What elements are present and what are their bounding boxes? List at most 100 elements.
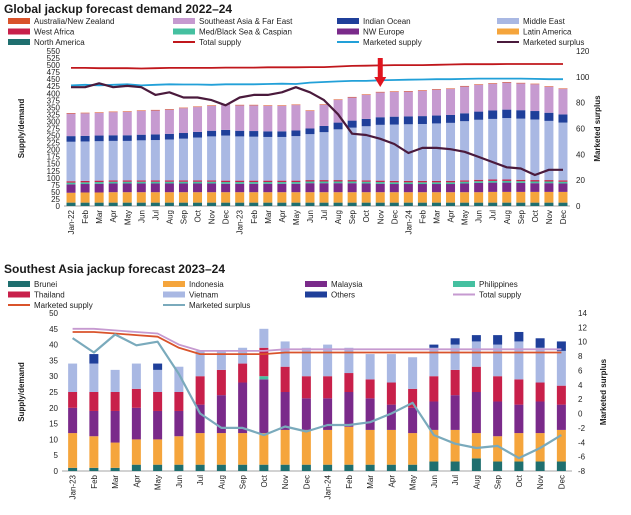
bar-segment (544, 181, 554, 184)
x-tick-label: Oct (362, 209, 371, 222)
y-tick-label: 15 (49, 420, 58, 429)
legend-label: Australia/New Zealand (34, 17, 114, 26)
bar-segment (193, 106, 203, 108)
legend-label: Thailand (34, 291, 65, 300)
bar-segment (319, 181, 329, 184)
bar-segment (153, 392, 163, 411)
bar-segment (291, 136, 301, 181)
bar-segment (305, 134, 315, 181)
bar-segment (291, 183, 301, 193)
bar-segment (238, 464, 248, 471)
bar-segment (389, 91, 399, 92)
bar-segment (178, 108, 188, 134)
x-tick-label: Feb (81, 209, 90, 223)
bar-segment (474, 182, 484, 193)
bar-segment (333, 183, 343, 193)
bar-segment (556, 429, 566, 462)
bar-segment (493, 401, 503, 437)
x-tick-label: Feb (90, 474, 99, 488)
bar-segment (323, 398, 333, 430)
bar-segment (488, 110, 498, 119)
x-tick-label: Dec (390, 210, 399, 224)
y-tick-label: 525 (47, 54, 61, 63)
bar-segment (375, 124, 385, 181)
bar-segment (488, 191, 498, 203)
x-tick-label: Jan-23 (69, 474, 78, 499)
bar-segment (347, 192, 357, 203)
bar-segment (502, 180, 512, 183)
y-tick-label: 35 (49, 356, 58, 365)
bar-segment (291, 105, 301, 131)
bar-segment (389, 91, 399, 117)
bar-segment (150, 202, 160, 206)
y-tick-label: 50 (51, 188, 60, 197)
y-tick-label: 175 (47, 153, 61, 162)
bar-segment (291, 104, 301, 106)
y-tick-label: 45 (49, 325, 58, 334)
bar-segment (235, 202, 245, 206)
bar-segment (556, 461, 566, 471)
bar-segment (207, 183, 217, 193)
bar-segment (530, 202, 540, 206)
bar-segment (403, 91, 413, 92)
bar-segment (417, 192, 427, 203)
bar-segment (94, 112, 104, 113)
bar-segment (193, 107, 203, 132)
bar-segment (446, 122, 456, 181)
bar-segment (530, 181, 540, 184)
x-tick-label: Aug (334, 210, 343, 224)
bar-segment (431, 115, 441, 124)
bar-segment (94, 113, 104, 136)
x-tick-label: Apr (278, 210, 287, 223)
y-tick-label: 375 (47, 96, 61, 105)
bar-segment (319, 202, 329, 206)
y-tick-label: 350 (47, 103, 61, 112)
bar-segment (347, 202, 357, 206)
y-tick-label: 150 (47, 160, 61, 169)
bar-segment (66, 192, 76, 203)
bar-segment (408, 433, 418, 465)
bar-segment (277, 105, 287, 132)
bar-segment (493, 436, 503, 462)
bar-segment (249, 131, 259, 137)
bar-segment (403, 184, 413, 193)
bar-segment (235, 136, 245, 181)
bar-segment (544, 86, 554, 113)
bar-segment (417, 180, 427, 183)
bar-segment (347, 180, 357, 182)
bar-segment (291, 180, 301, 183)
bar-segment (122, 181, 132, 184)
y-tick-label: 40 (49, 341, 58, 350)
bar-segment (193, 131, 203, 138)
bar-segment (221, 104, 231, 130)
bar-segment (66, 113, 76, 137)
legend-label: Marketed supply (363, 38, 422, 47)
bar-segment (131, 464, 141, 471)
x-tick-label: Mar (95, 210, 104, 224)
bar-segment (235, 182, 245, 184)
y2-tick-label: 2 (578, 395, 583, 404)
x-tick-label: Aug (165, 210, 174, 224)
bar-segment (535, 382, 545, 402)
bar-segment (347, 97, 357, 121)
bar-segment (178, 138, 188, 181)
bar-segment (136, 180, 146, 182)
x-tick-label: Dec (557, 475, 566, 489)
bar-segment (89, 436, 99, 468)
chart-title: Southest Asia jackup forecast 2023–24 (4, 262, 225, 276)
y-tick-label: 500 (47, 61, 61, 70)
bar-segment (80, 141, 90, 181)
bar-segment (136, 202, 146, 206)
bar-segment (514, 379, 524, 405)
y2-tick-label: -4 (578, 438, 586, 447)
y2-tick-label: 0 (578, 410, 583, 419)
bar-segment (389, 124, 399, 181)
bar-segment (259, 347, 269, 377)
bar-segment (66, 181, 76, 183)
bar-segment (431, 182, 441, 185)
bar-segment (544, 120, 554, 181)
legend-label: NW Europe (363, 28, 405, 37)
legend-swatch (497, 28, 519, 35)
x-tick-label: Jan-22 (67, 209, 76, 234)
bar-segment (195, 464, 205, 471)
